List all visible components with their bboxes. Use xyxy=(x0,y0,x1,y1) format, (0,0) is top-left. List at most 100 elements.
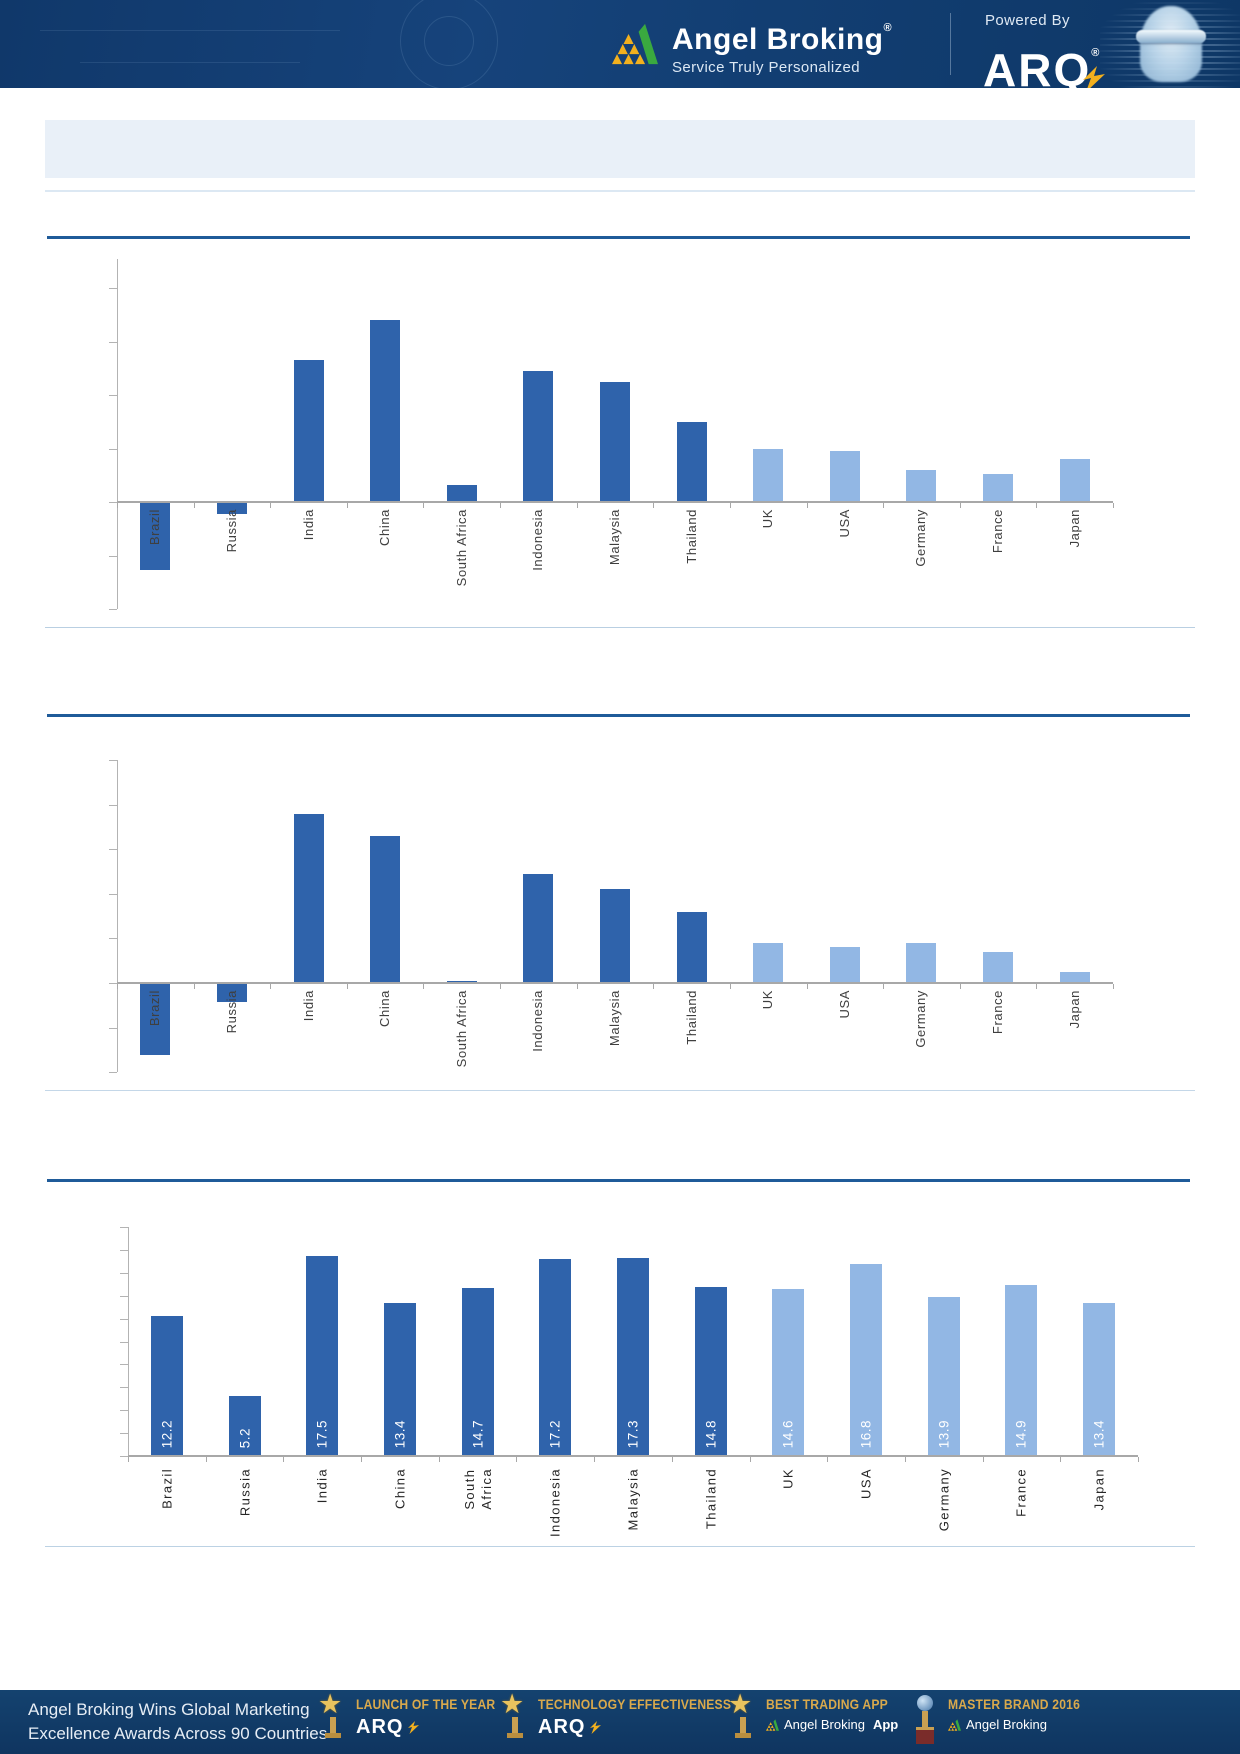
footer-banner: Angel Broking Wins Global Marketing Exce… xyxy=(0,1689,1240,1754)
trophy-base xyxy=(916,1727,934,1744)
page-title-box xyxy=(45,120,1195,178)
bar-usa xyxy=(829,947,860,983)
circuit-line xyxy=(80,62,300,63)
value-label: 5.2 xyxy=(237,1428,253,1449)
x-axis-tick xyxy=(982,1457,984,1462)
category-label: France xyxy=(1013,1468,1029,1517)
category-label: Russia xyxy=(223,509,239,553)
bar-malaysia xyxy=(617,1257,649,1456)
bar-china xyxy=(370,835,401,983)
star-icon: ★ xyxy=(728,1689,753,1719)
x-axis-tick xyxy=(1060,1457,1062,1462)
y-axis xyxy=(117,760,118,1073)
y-axis-tick xyxy=(109,288,117,289)
bar-uk xyxy=(772,1288,805,1456)
category-label: South Africa xyxy=(453,509,469,587)
category-label: Japan xyxy=(1066,990,1082,1029)
y-axis-tick xyxy=(120,1433,128,1435)
award-brand-text: Angel Broking xyxy=(784,1717,865,1732)
x-axis-tick xyxy=(904,1457,906,1462)
bar-indonesia xyxy=(539,1259,572,1456)
ai-head-icon xyxy=(1140,6,1202,82)
category-label: Malaysia xyxy=(625,1468,641,1531)
category-label: China xyxy=(377,990,393,1027)
value-label: 17.3 xyxy=(625,1420,641,1449)
star-icon: ★ xyxy=(318,1689,343,1719)
x-axis-tick xyxy=(1036,984,1038,989)
lightning-bolt-icon xyxy=(590,1720,602,1734)
category-label: China xyxy=(377,509,393,546)
x-axis-tick xyxy=(500,984,502,989)
y-axis-tick xyxy=(109,341,117,343)
award-title: LAUNCH OF THE YEAR xyxy=(356,1697,496,1712)
x-axis-tick xyxy=(516,1457,518,1462)
x-axis-tick xyxy=(827,1457,829,1462)
category-label: Thailand xyxy=(703,1468,719,1530)
value-label: 17.2 xyxy=(547,1420,563,1449)
category-label: Brazil xyxy=(147,990,163,1027)
category-label: Indonesia xyxy=(530,509,546,571)
powered-by-label: Powered By xyxy=(985,12,1070,29)
globe-icon xyxy=(917,1695,933,1711)
y-axis-tick xyxy=(120,1410,128,1412)
y-axis-tick xyxy=(120,1456,128,1457)
x-axis-tick xyxy=(423,503,425,508)
y-axis-tick xyxy=(120,1272,128,1274)
circuit-line xyxy=(40,30,340,31)
x-axis-tick xyxy=(883,984,885,989)
header-banner: Angel Broking® Service Truly Personalize… xyxy=(0,0,1240,88)
x-axis-tick xyxy=(283,1457,285,1462)
category-label: Germany xyxy=(936,1468,952,1532)
y-axis-tick xyxy=(120,1318,128,1320)
trophy-stem xyxy=(740,1717,746,1733)
lightning-bolt-icon xyxy=(1083,66,1106,88)
angel-broking-pyramid-icon xyxy=(766,1718,779,1731)
globe-trophy-icon xyxy=(910,1693,940,1749)
x-axis-tick xyxy=(1138,1457,1139,1462)
bar-thailand xyxy=(694,1286,727,1456)
bar-south-africa xyxy=(446,980,477,983)
ai-visor-icon xyxy=(1136,30,1206,43)
y-axis-tick xyxy=(109,938,117,940)
section-rule-2 xyxy=(47,714,1190,717)
bar-japan xyxy=(1059,459,1090,502)
x-axis-tick xyxy=(1036,503,1038,508)
star-trophy-icon: ★ xyxy=(318,1689,348,1749)
bar-uk xyxy=(753,942,784,983)
category-label: Brazil xyxy=(159,1468,175,1509)
header-divider xyxy=(950,13,951,75)
category-label: Thailand xyxy=(683,509,699,564)
y-axis-tick xyxy=(109,502,117,503)
y-axis-tick xyxy=(109,760,117,761)
section-light-line xyxy=(45,627,1195,628)
y-axis-tick xyxy=(109,804,117,806)
bar-germany xyxy=(906,469,937,502)
x-axis-tick xyxy=(500,503,502,508)
x-axis xyxy=(128,1455,1138,1457)
brand-name: Angel Broking® xyxy=(672,22,893,56)
value-label: 14.9 xyxy=(1013,1420,1029,1449)
x-axis-tick xyxy=(749,1457,751,1462)
category-label: China xyxy=(392,1468,408,1509)
award-subtitle: Angel Broking App xyxy=(766,1717,901,1732)
angel-broking-logo-block: Angel Broking® Service Truly Personalize… xyxy=(612,11,892,76)
x-axis-tick xyxy=(346,984,348,989)
award-title: BEST TRADING APP xyxy=(766,1697,888,1712)
category-label: France xyxy=(990,990,1006,1035)
bar-malaysia xyxy=(600,889,630,983)
y-axis-tick xyxy=(120,1341,128,1343)
award-title: TECHNOLOGY EFFECTIVENESS xyxy=(538,1697,732,1712)
registered-mark: ® xyxy=(1091,47,1100,59)
category-label: Russia xyxy=(237,1468,253,1517)
award-item: MASTER BRAND 2016 Angel Broking xyxy=(910,1693,1095,1749)
y-axis-tick xyxy=(109,395,117,396)
value-label: 13.4 xyxy=(1091,1420,1107,1449)
bar-malaysia xyxy=(600,381,630,502)
section-light-line xyxy=(45,190,1195,192)
angel-broking-pyramid-icon xyxy=(948,1718,961,1731)
category-label: Germany xyxy=(913,990,929,1048)
section-rule-1 xyxy=(47,236,1190,239)
circuit-ring-icon xyxy=(424,16,474,66)
